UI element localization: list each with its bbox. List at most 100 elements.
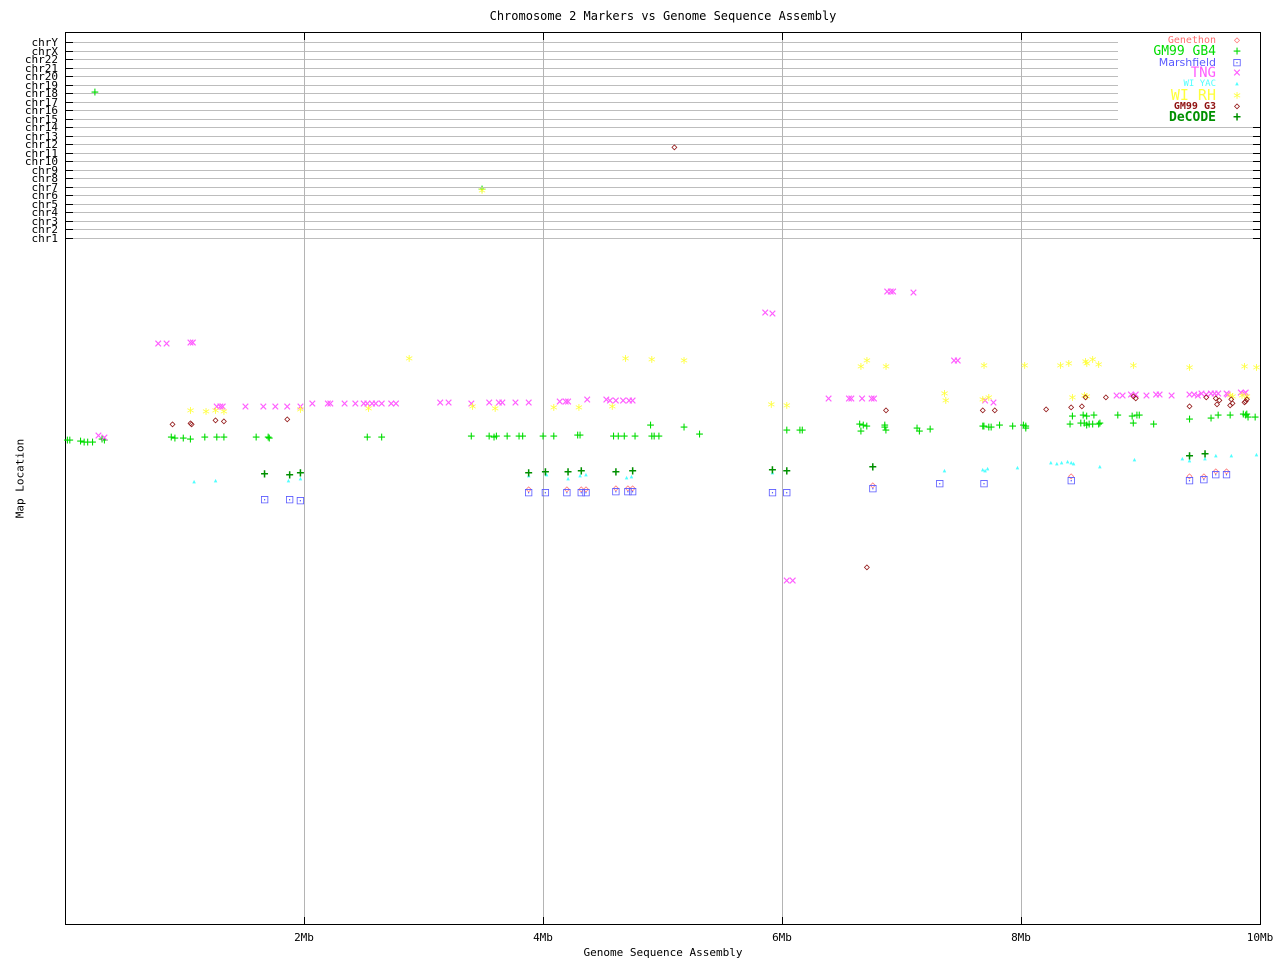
v-gridline <box>782 33 783 924</box>
y-tick-left <box>66 212 73 213</box>
h-gridline <box>66 212 1260 213</box>
legend-symbol-square-dot: ⊡ <box>1232 56 1242 69</box>
x-tick-bottom <box>1260 917 1261 924</box>
chr-tick-label: chr7 <box>31 180 59 194</box>
legend-item: WI RH ∗ <box>1124 86 1258 104</box>
chr-tick-label: chr2 <box>31 223 59 236</box>
chr-tick-label: chrY <box>31 36 59 49</box>
y-tick-left <box>66 220 73 222</box>
y-tick-right <box>1253 186 1260 188</box>
y-tick-right <box>1253 203 1260 205</box>
chr-tick-label: chr3 <box>31 214 59 228</box>
x-tick-label: 8Mb <box>1011 931 1031 944</box>
y-tick-left <box>66 59 73 60</box>
plot-area <box>65 32 1261 925</box>
legend-symbol-open-diamond: ◇ <box>1233 101 1241 112</box>
y-tick-right <box>1253 169 1260 171</box>
y-tick-left <box>66 135 73 137</box>
y-tick-left <box>66 101 73 103</box>
y-axis-title: Map Location <box>13 438 27 519</box>
h-gridline <box>66 237 1260 239</box>
legend-label: DeCODE <box>1169 110 1216 125</box>
x-tick-label: 4Mb <box>533 931 553 944</box>
y-tick-left <box>66 93 73 94</box>
legend-symbol-cross: × <box>1232 65 1242 81</box>
y-tick-left <box>66 186 73 188</box>
chr-tick-label: chr12 <box>24 138 58 151</box>
chr-tick-label: chr13 <box>24 129 58 143</box>
h-gridline <box>66 229 1260 230</box>
legend-label: TNG <box>1190 65 1216 81</box>
y-tick-right <box>1253 144 1260 145</box>
y-tick-right <box>1253 195 1260 196</box>
chr-tick-label: chr21 <box>24 61 58 75</box>
y-tick-left <box>66 144 73 145</box>
h-gridline <box>66 93 1260 94</box>
x-tick-top <box>782 33 783 40</box>
legend-label: WI YAC <box>1183 79 1216 89</box>
chr-tick-label: chr1 <box>31 231 59 245</box>
chr-tick-label: chr4 <box>31 206 59 219</box>
y-tick-right <box>1253 161 1260 162</box>
h-gridline <box>66 152 1260 154</box>
legend-item: GM99 GB4 + <box>1124 44 1258 59</box>
chart-title: Chromosome 2 Markers vs Genome Sequence … <box>489 9 837 23</box>
y-tick-left <box>66 67 73 69</box>
chr-tick-label: chr11 <box>24 146 58 160</box>
y-tick-left <box>66 84 73 86</box>
x-tick-bottom <box>543 917 544 924</box>
x-tick-top <box>304 33 305 40</box>
h-gridline <box>66 135 1260 137</box>
y-tick-left <box>66 161 73 162</box>
x-tick-top <box>543 33 544 40</box>
y-tick-left <box>66 195 73 196</box>
y-tick-right <box>1253 152 1260 154</box>
chr-tick-label: chr14 <box>24 121 58 134</box>
chr-tick-label: chr10 <box>24 155 58 168</box>
y-tick-right <box>1253 135 1260 137</box>
h-gridline <box>66 67 1260 69</box>
chr-tick-label: chr17 <box>24 95 58 109</box>
legend-label: Marshfield <box>1158 56 1216 69</box>
legend-symbol-star: ∗ <box>1232 86 1242 104</box>
x-tick-top <box>1021 33 1022 40</box>
chr-tick-label: chrX <box>31 44 59 58</box>
legend-label: Genethon <box>1167 35 1216 46</box>
x-tick-bottom <box>1021 917 1022 924</box>
y-tick-left <box>66 229 73 230</box>
h-gridline <box>66 169 1260 171</box>
y-tick-left <box>66 50 73 52</box>
y-tick-left <box>66 169 73 171</box>
legend-label: WI RH <box>1170 86 1216 104</box>
chr-tick-label: chr5 <box>31 197 59 211</box>
h-gridline <box>66 127 1260 128</box>
legend-symbol-triangle: ▴ <box>1234 79 1240 89</box>
x-axis-title: Genome Sequence Assembly <box>583 946 743 959</box>
v-gridline <box>543 33 544 924</box>
legend-label: GM99 GB4 <box>1153 44 1216 59</box>
legend-symbol-open-diamond: ◇ <box>1233 35 1241 46</box>
y-tick-right <box>1253 237 1260 239</box>
y-tick-left <box>66 152 73 154</box>
y-tick-right <box>1253 229 1260 230</box>
chr-tick-label: chr8 <box>31 172 59 185</box>
y-tick-left <box>66 203 73 205</box>
legend-item: TNG × <box>1124 65 1258 81</box>
h-gridline <box>66 42 1260 43</box>
v-gridline <box>304 33 305 924</box>
chr-tick-label: chr18 <box>24 87 58 100</box>
h-gridline <box>66 76 1260 77</box>
y-tick-left <box>66 110 73 111</box>
y-tick-left <box>66 127 73 128</box>
legend-item: Marshfield ⊡ <box>1124 57 1258 68</box>
h-gridline <box>66 220 1260 222</box>
y-tick-left <box>66 76 73 77</box>
y-tick-left <box>66 42 73 43</box>
legend-symbol-plus: + <box>1233 110 1241 125</box>
x-tick-label: 6Mb <box>772 931 792 944</box>
y-tick-left <box>66 178 73 179</box>
chr-tick-label: chr20 <box>24 70 58 83</box>
legend-item: GM99 G3 ◇ <box>1124 101 1258 112</box>
h-gridline <box>66 203 1260 205</box>
